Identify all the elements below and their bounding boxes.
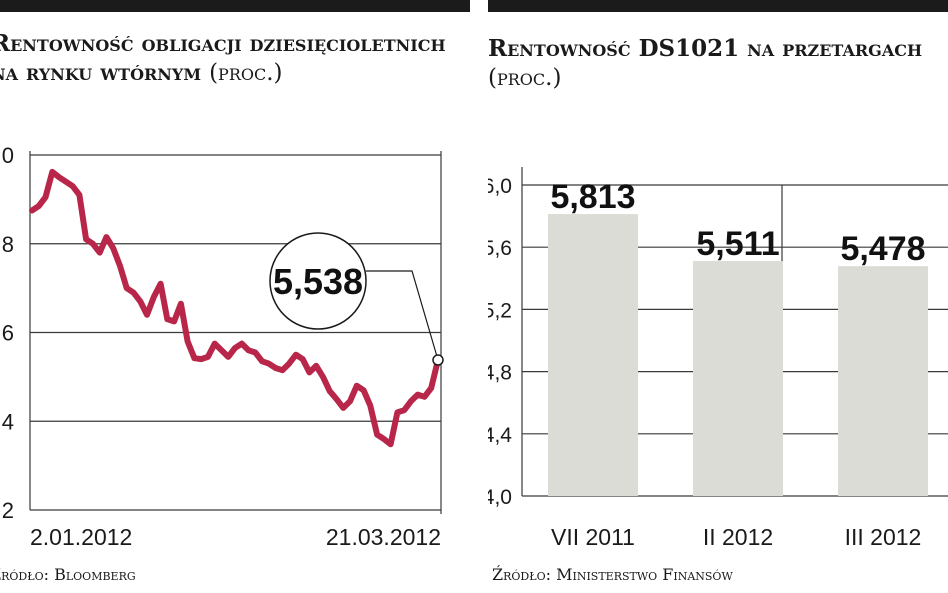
- series-line-yield: [29, 168, 441, 448]
- bar: [548, 214, 638, 497]
- x-tick-label: III 2012: [845, 524, 922, 550]
- chart-title-text: Rentowność obligacji dziesięcioletnich n…: [0, 30, 446, 86]
- x-tick-label: VII 2011: [551, 524, 635, 550]
- chart-title: Rentowność DS1021 na przetargach (proc.): [488, 34, 948, 93]
- line-annotation: 5,538: [269, 232, 444, 366]
- annotation-circle: [269, 232, 367, 330]
- panel-top-rule: [488, 0, 948, 12]
- y-tick-label: 6,0: [0, 143, 14, 168]
- bar: [693, 261, 783, 496]
- annotation-endpoint-marker: [432, 354, 444, 366]
- x-label-start: 2.01.2012: [30, 524, 132, 550]
- bar-category-labels: VII 2011 II 2012 III 2012: [551, 524, 921, 550]
- chart-unit: (proc.): [209, 60, 283, 86]
- bar-value-label: 5,511: [696, 225, 779, 263]
- bar: [838, 266, 928, 496]
- line-chart: 6,0 5,8 5,6 5,4 5,2 5,538 2.01.2012 21.03.20…: [0, 143, 444, 550]
- bar-chart: 6,0 5,6 5,2 4,8 4,4 4,0 5,813 5,511 5,478 VII 2…: [488, 167, 948, 550]
- chart-title: Rentowność obligacji dziesięcioletnich n…: [0, 29, 470, 88]
- bar-marks: 5,813 5,511 5,478: [548, 178, 928, 497]
- y-tick-label: 5,6: [0, 321, 14, 346]
- y-tick-label: 4,0: [488, 486, 512, 509]
- y-tick-label: 5,4: [0, 409, 14, 434]
- source-note: Źródło: Ministerstwo Finansów: [492, 565, 733, 584]
- y-tick-label: 6,0: [488, 175, 512, 198]
- source-note: Źródło: Bloomberg: [0, 565, 136, 584]
- y-tick-label: 5,8: [0, 232, 14, 257]
- y-tick-label: 5,2: [488, 299, 512, 322]
- line-grid: [29, 151, 442, 514]
- annotation-value-label: 5,538: [273, 261, 363, 302]
- x-label-end: 21.03.2012: [326, 524, 441, 550]
- bar-chart-panel: Rentowność DS1021 na przetargach (proc.)…: [488, 0, 948, 593]
- bar-y-tick-labels: 6,0 5,6 5,2 4,8 4,4 4,0: [488, 175, 512, 509]
- y-tick-label: 4,8: [488, 362, 512, 385]
- panel-top-rule: [0, 0, 470, 12]
- chart-unit: (proc.): [488, 65, 562, 91]
- y-tick-label: 4,4: [488, 424, 512, 447]
- line-chart-panel: Rentowność obligacji dziesięcioletnich n…: [0, 0, 470, 593]
- x-tick-label: II 2012: [703, 524, 773, 550]
- bar-value-label: 5,813: [550, 178, 635, 216]
- y-tick-label: 5,2: [0, 498, 14, 523]
- y-tick-label: 5,6: [488, 237, 512, 260]
- chart-title-text: Rentowność DS1021 na przetargach: [488, 35, 923, 62]
- bar-value-label: 5,478: [840, 230, 925, 268]
- annotation-leader-line: [366, 270, 439, 361]
- line-y-tick-labels: 6,0 5,8 5,6 5,4 5,2: [0, 143, 14, 523]
